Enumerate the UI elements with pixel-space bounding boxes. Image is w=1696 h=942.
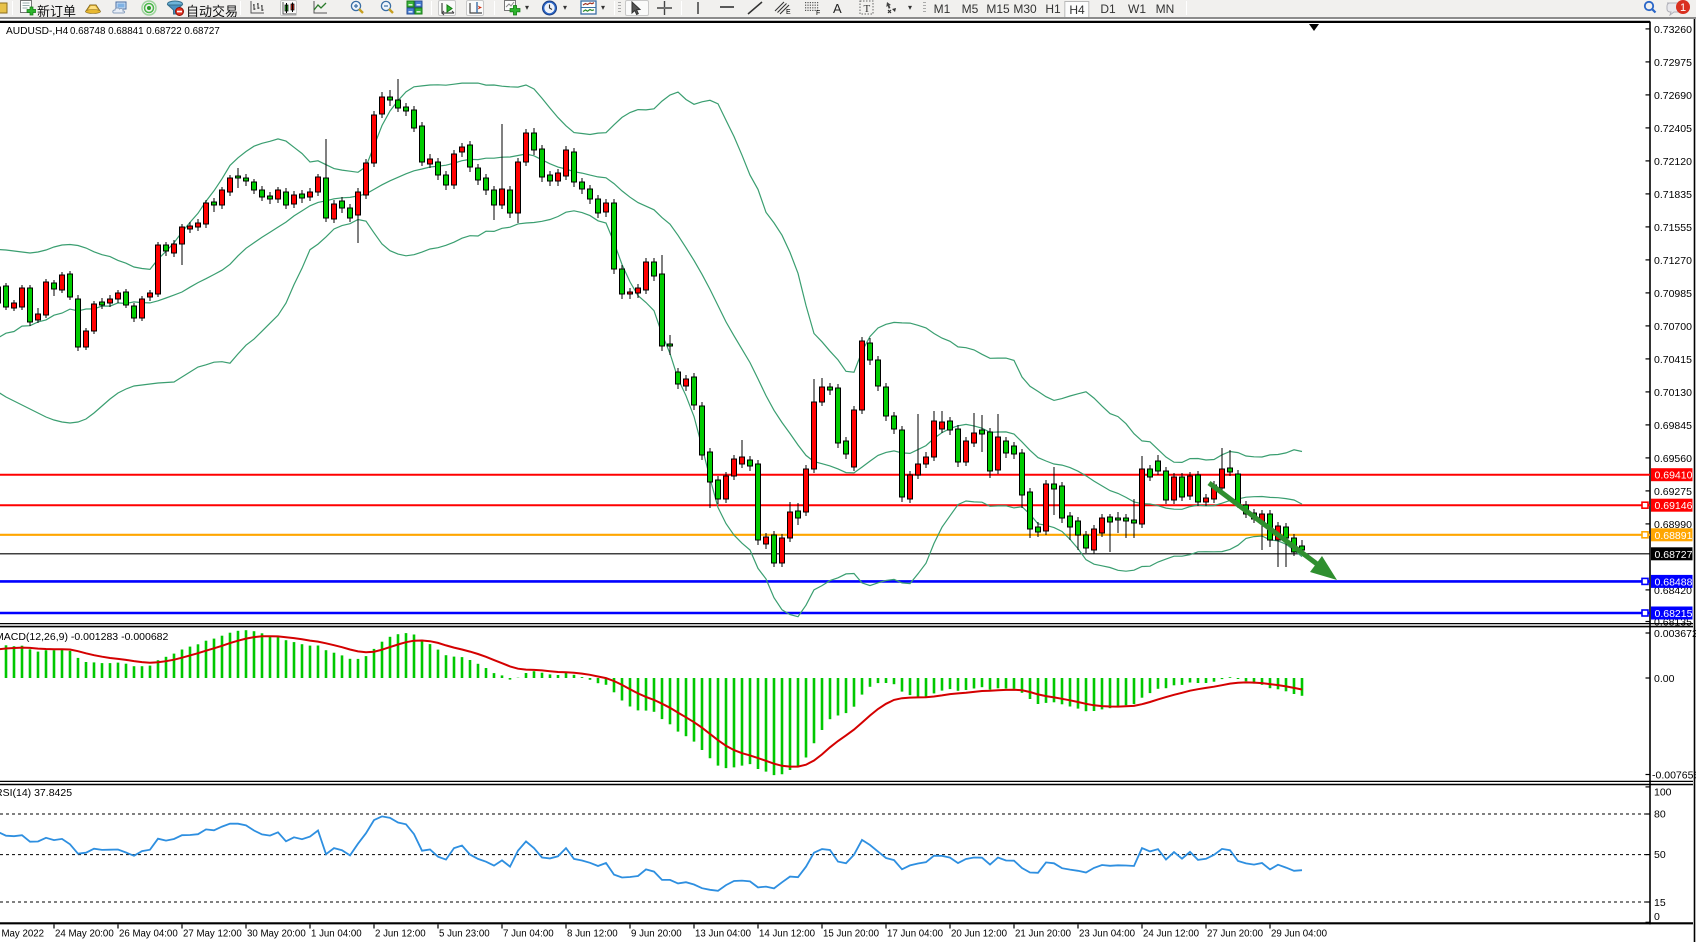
svg-text:0.68748 0.68841 0.68722 0.6872: 0.68748 0.68841 0.68722 0.68727 (70, 26, 220, 37)
svg-text:0.68215: 0.68215 (1655, 608, 1693, 620)
svg-text:23 Jun 04:00: 23 Jun 04:00 (1079, 929, 1136, 940)
svg-text:24 May 20:00: 24 May 20:00 (55, 929, 114, 940)
svg-text:0.70130: 0.70130 (1654, 387, 1692, 399)
svg-text:E: E (786, 9, 791, 16)
svg-text:21 Jun 20:00: 21 Jun 20:00 (1015, 929, 1072, 940)
svg-text:0.72975: 0.72975 (1654, 57, 1692, 69)
svg-text:RSI(14) 37.8425: RSI(14) 37.8425 (0, 787, 72, 799)
svg-text:9 Jun 20:00: 9 Jun 20:00 (631, 929, 682, 940)
svg-text:17 Jun 04:00: 17 Jun 04:00 (887, 929, 944, 940)
svg-text:0.68891: 0.68891 (1655, 530, 1693, 542)
svg-text:0.69560: 0.69560 (1654, 453, 1692, 465)
svg-text:14 Jun 12:00: 14 Jun 12:00 (759, 929, 816, 940)
svg-text:0.72690: 0.72690 (1654, 90, 1692, 102)
svg-text:MACD(12,26,9) -0.001283 -0.000: MACD(12,26,9) -0.001283 -0.000682 (0, 631, 169, 643)
svg-text:24 Jun 12:00: 24 Jun 12:00 (1143, 929, 1200, 940)
svg-text:0.72120: 0.72120 (1654, 156, 1692, 168)
svg-text:0.70985: 0.70985 (1654, 288, 1692, 300)
svg-text:0.68990: 0.68990 (1654, 519, 1692, 531)
svg-text:0.71555: 0.71555 (1654, 222, 1692, 234)
svg-text:100: 100 (1654, 787, 1672, 799)
svg-text:15: 15 (1654, 897, 1666, 909)
svg-text:20 Jun 12:00: 20 Jun 12:00 (951, 929, 1008, 940)
svg-text:5 Jun 23:00: 5 Jun 23:00 (439, 929, 490, 940)
svg-text:27 Jun 20:00: 27 Jun 20:00 (1207, 929, 1264, 940)
svg-text:0.72405: 0.72405 (1654, 123, 1692, 135)
svg-text:0.68488: 0.68488 (1655, 576, 1693, 588)
svg-text:0.71835: 0.71835 (1654, 189, 1692, 201)
svg-text:15 Jun 20:00: 15 Jun 20:00 (823, 929, 880, 940)
svg-text:0.00: 0.00 (1654, 673, 1675, 685)
svg-text:0.68727: 0.68727 (1655, 549, 1693, 561)
svg-text:8 Jun 12:00: 8 Jun 12:00 (567, 929, 618, 940)
svg-text:0.70700: 0.70700 (1654, 321, 1692, 333)
svg-text:7 Jun 04:00: 7 Jun 04:00 (503, 929, 554, 940)
svg-text:0.69410: 0.69410 (1655, 470, 1693, 482)
svg-text:0.73260: 0.73260 (1654, 24, 1692, 36)
svg-text:0: 0 (1654, 911, 1660, 923)
svg-text:26 May 04:00: 26 May 04:00 (119, 929, 178, 940)
svg-text:1: 1 (1680, 2, 1686, 14)
svg-text:0.69275: 0.69275 (1654, 486, 1692, 498)
svg-text:0.003672: 0.003672 (1654, 628, 1696, 640)
svg-text:0.69845: 0.69845 (1654, 420, 1692, 432)
svg-text:0.71270: 0.71270 (1654, 255, 1692, 267)
svg-text:F: F (816, 10, 820, 16)
svg-text:27 May 12:00: 27 May 12:00 (183, 929, 242, 940)
svg-text:23 May 2022: 23 May 2022 (0, 929, 44, 940)
svg-text:13 Jun 04:00: 13 Jun 04:00 (695, 929, 752, 940)
svg-text:T: T (864, 3, 871, 15)
svg-text:-0.007656: -0.007656 (1652, 770, 1696, 782)
svg-text:80: 80 (1654, 809, 1666, 821)
svg-text:1 Jun 04:00: 1 Jun 04:00 (311, 929, 362, 940)
svg-text:2 Jun 12:00: 2 Jun 12:00 (375, 929, 426, 940)
svg-text:0.69146: 0.69146 (1655, 500, 1693, 512)
svg-text:29 Jun 04:00: 29 Jun 04:00 (1271, 929, 1328, 940)
svg-text:0.70415: 0.70415 (1654, 354, 1692, 366)
svg-text:AUDUSD-,H4: AUDUSD-,H4 (6, 26, 69, 37)
svg-text:50: 50 (1654, 849, 1666, 861)
svg-text:30 May 20:00: 30 May 20:00 (247, 929, 306, 940)
